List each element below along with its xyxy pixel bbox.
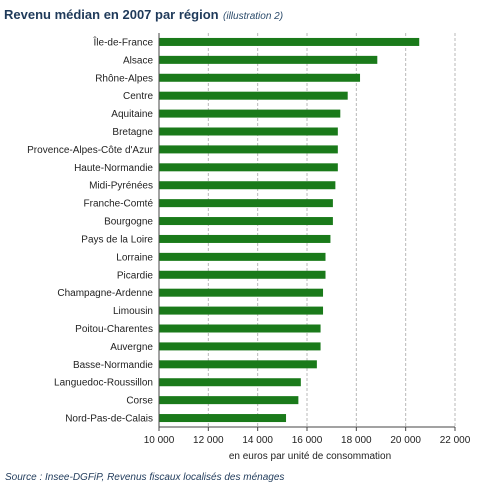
x-tick-label: 10 000: [144, 435, 175, 446]
bar: [159, 73, 361, 82]
x-axis: 10 000 12 000 14 000 16 000 18 000 20 000 22 0…: [144, 33, 471, 446]
category-label: Champagne-Ardenne: [57, 288, 153, 299]
bar: [159, 288, 324, 297]
bar: [159, 145, 338, 154]
category-label: Lorraine: [116, 252, 153, 263]
category-label: Limousin: [113, 306, 153, 317]
chart-title: Revenu médian en 2007 par région: [4, 7, 219, 22]
bar: [159, 270, 326, 279]
bar: [159, 414, 287, 423]
bar: [159, 378, 301, 387]
source-note: Source : Insee-DGFiP, Revenus fiscaux lo…: [5, 472, 285, 483]
category-label: Rhône-Alpes: [95, 73, 153, 84]
x-tick-label: 16 000: [292, 435, 323, 446]
bar: [159, 360, 317, 369]
category-label: Midi-Pyrénées: [89, 181, 153, 192]
category-label: Corse: [126, 396, 153, 407]
category-label: Centre: [123, 91, 153, 102]
category-labels: Île-de-France Alsace Rhône-Alpes Centre Aqui…: [27, 35, 154, 424]
bars: [159, 37, 420, 423]
x-axis-label: en euros par unité de consommation: [229, 451, 391, 462]
x-tick-label: 22 000: [440, 435, 471, 446]
category-label: Haute-Normandie: [74, 163, 153, 174]
chart-subtitle: (illustration 2): [223, 11, 284, 22]
bar: [159, 324, 321, 333]
category-label: Bretagne: [112, 127, 153, 138]
x-tick-label: 18 000: [341, 435, 372, 446]
bar: [159, 306, 324, 315]
category-label: Bourgogne: [104, 217, 153, 228]
bar: [159, 37, 420, 46]
category-label: Nord-Pas-de-Calais: [65, 414, 153, 425]
category-label: Poitou-Charentes: [75, 324, 153, 335]
category-label: Provence-Alpes-Côte d'Azur: [27, 145, 154, 156]
category-label: Languedoc-Roussillon: [54, 378, 153, 389]
bar: [159, 234, 331, 243]
bar: [159, 217, 333, 226]
bar: [159, 396, 299, 405]
bar: [159, 55, 378, 64]
bar: [159, 109, 341, 118]
bar: [159, 91, 348, 100]
category-label: Auvergne: [110, 342, 153, 353]
bar: [159, 342, 321, 351]
x-tick-label: 14 000: [242, 435, 273, 446]
category-label: Basse-Normandie: [73, 360, 153, 371]
bar: [159, 163, 338, 172]
category-label: Île-de-France: [93, 35, 154, 48]
x-tick-label: 20 000: [390, 435, 421, 446]
bar: [159, 199, 333, 208]
bar: [159, 127, 338, 136]
category-label: Picardie: [117, 270, 154, 281]
category-label: Alsace: [123, 55, 153, 66]
category-label: Pays de la Loire: [81, 234, 153, 245]
category-label: Aquitaine: [111, 109, 153, 120]
bar: [159, 252, 326, 261]
chart-title-block: Revenu médian en 2007 par région (illust…: [4, 6, 283, 24]
x-tick-label: 12 000: [193, 435, 224, 446]
bar: [159, 181, 336, 190]
category-label: Franche-Comté: [84, 199, 154, 210]
